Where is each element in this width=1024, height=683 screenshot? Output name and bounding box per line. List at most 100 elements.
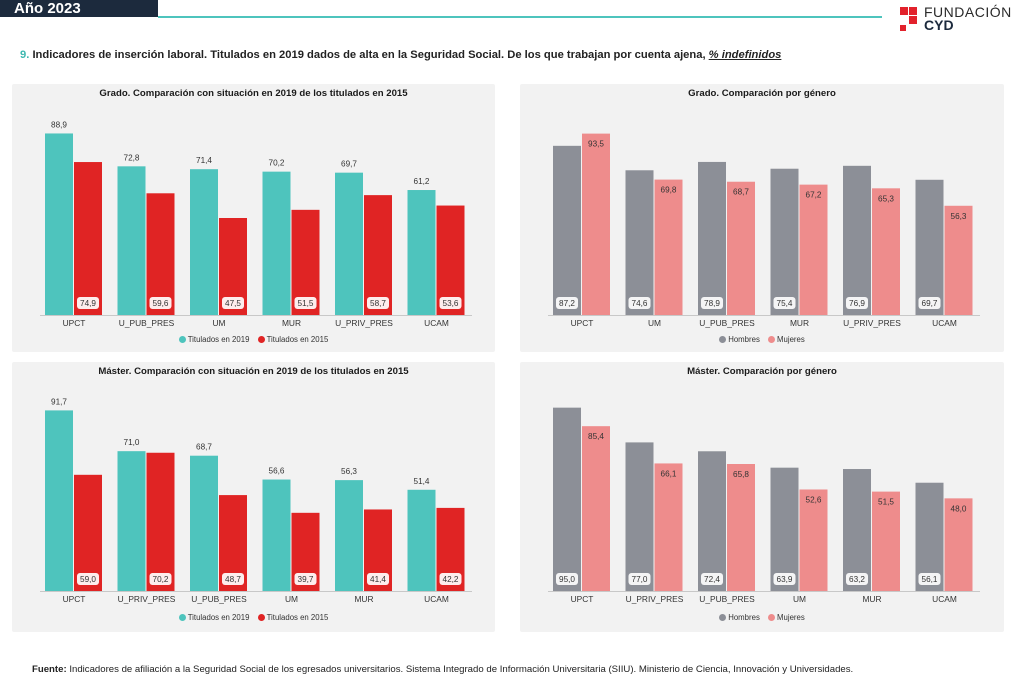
- legend-item-titulados-2015: Titulados en 2015: [257, 335, 328, 344]
- data-label-ucam-mujeres: 48,0: [951, 504, 967, 513]
- data-label-um-mujeres: 69,8: [661, 186, 677, 195]
- data-label-u-priv-pres-titulados-en-2019: 69,7: [341, 160, 357, 169]
- category-label-upct: UPCT: [63, 594, 86, 604]
- data-label-mur-titulados-en-2015: 51,5: [298, 299, 314, 308]
- bar-ucam-mujeres: [944, 498, 973, 591]
- data-label-upct-titulados-en-2019: 88,9: [51, 120, 67, 129]
- bar-chart-grado-2015: 88,9 74,9 UPCT 72,8 59,6 U_PUB_PRES 71,4 47,5 UM…: [40, 120, 472, 328]
- category-label-upct: UPCT: [571, 594, 594, 604]
- bar-ucam-hombres: [915, 482, 944, 591]
- category-label-um: UM: [793, 594, 806, 604]
- bar-ucam-titulados-en-2019: [407, 489, 436, 591]
- data-label-bg: [439, 573, 462, 585]
- data-label-mur-hombres: 63,2: [849, 575, 865, 584]
- category-label-u-priv-pres: U_PRIV_PRES: [843, 318, 901, 328]
- data-label-ucam-titulados-en-2015: 53,6: [443, 299, 459, 308]
- chart-panel-grado-comparacion-2015: Grado. Comparación con situación en 2019…: [12, 84, 495, 352]
- data-label-um-titulados-en-2019: 56,6: [269, 467, 285, 476]
- bar-um-mujeres: [654, 179, 683, 315]
- data-label-bg: [628, 297, 651, 309]
- bar-u-pub-pres-mujeres: [727, 464, 755, 591]
- source-label: Fuente:: [32, 664, 67, 675]
- data-label-upct-hombres: 95,0: [559, 575, 575, 584]
- source-text: Indicadores de afiliación a la Seguridad…: [66, 664, 854, 675]
- bar-mur-mujeres: [872, 491, 900, 591]
- category-label-um: UM: [648, 318, 661, 328]
- data-label-upct-mujeres: 93,5: [588, 140, 604, 149]
- category-label-um: UM: [285, 594, 298, 604]
- data-label-u-priv-pres-titulados-en-2015: 58,7: [370, 299, 386, 308]
- data-label-um-hombres: 74,6: [632, 299, 648, 308]
- data-label-bg: [222, 297, 244, 309]
- bar-u-pub-pres-titulados-en-2019: [190, 455, 218, 591]
- data-label-ucam-titulados-en-2019: 51,4: [414, 477, 430, 486]
- data-label-bg: [222, 573, 244, 585]
- bar-u-priv-pres-mujeres: [872, 188, 900, 315]
- bar-chart-master-2015: 91,7 59,0 UPCT 71,0 70,2 U_PRIV_PRES 68,7 48,7 U…: [40, 397, 472, 604]
- data-label-bg: [918, 297, 941, 309]
- section-heading-text: Indicadores de inserción laboral. Titula…: [29, 49, 709, 61]
- data-label-ucam-hombres: 69,7: [922, 299, 938, 308]
- data-label-um-hombres: 63,9: [777, 575, 793, 584]
- bar-ucam-titulados-en-2019: [407, 190, 436, 315]
- data-label-upct-titulados-en-2019: 91,7: [51, 397, 67, 406]
- bar-mur-hombres: [770, 168, 799, 315]
- bar-u-priv-pres-titulados-en-2015: [146, 452, 175, 591]
- data-label-ucam-hombres: 56,1: [922, 575, 938, 584]
- data-label-u-pub-pres-titulados-en-2019: 72,8: [124, 153, 140, 162]
- bar-u-priv-pres-titulados-en-2019: [335, 172, 363, 315]
- chart-title: Grado. Comparación con situación en 2019…: [99, 88, 408, 99]
- bar-u-pub-pres-hombres: [698, 451, 726, 591]
- bar-upct-titulados-en-2019: [45, 410, 73, 591]
- legend-item-titulados-2015: Titulados en 2015: [257, 613, 328, 622]
- bar-um-titulados-en-2019: [262, 479, 291, 591]
- data-label-upct-titulados-en-2015: 74,9: [80, 299, 96, 308]
- fundacion-cyd-logo: FUNDACIÓN CYD: [898, 4, 1024, 33]
- bar-u-pub-pres-mujeres: [727, 181, 755, 315]
- chart-title: Grado. Comparación por género: [688, 88, 836, 99]
- data-label-bg: [846, 297, 868, 309]
- data-label-u-pub-pres-hombres: 78,9: [704, 299, 720, 308]
- data-label-ucam-titulados-en-2019: 61,2: [414, 177, 430, 186]
- legend-item-hombres: Hombres: [719, 335, 760, 344]
- category-label-u-priv-pres: U_PRIV_PRES: [626, 594, 684, 604]
- data-label-u-pub-pres-hombres: 72,4: [704, 575, 720, 584]
- bar-ucam-titulados-en-2015: [436, 205, 465, 315]
- category-label-ucam: UCAM: [932, 318, 957, 328]
- category-label-u-priv-pres: U_PRIV_PRES: [335, 318, 393, 328]
- chart-legend: Titulados en 2019 Titulados en 2015: [12, 335, 495, 344]
- bar-upct-hombres: [553, 145, 581, 315]
- bar-ucam-hombres: [915, 179, 944, 315]
- category-label-um: UM: [212, 318, 225, 328]
- data-label-bg: [77, 573, 99, 585]
- bar-u-priv-pres-mujeres: [654, 463, 683, 591]
- category-label-u-pub-pres: U_PUB_PRES: [699, 594, 755, 604]
- bar-chart-grado-genero: 87,2 93,5 UPCT 74,6 69,8 UM 78,9 68,7 U_PUB_PRES…: [548, 133, 980, 328]
- chart-panel-grado-genero: Grado. Comparación por género 87,2 93,5 UP…: [520, 84, 1004, 352]
- data-label-bg: [367, 573, 389, 585]
- chart-legend: Titulados en 2019 Titulados en 2015: [12, 613, 495, 622]
- legend-item-mujeres: Mujeres: [768, 335, 805, 344]
- data-label-bg: [367, 297, 389, 309]
- data-label-mur-titulados-en-2015: 41,4: [370, 575, 386, 584]
- data-label-u-pub-pres-titulados-en-2015: 48,7: [225, 575, 241, 584]
- category-label-u-pub-pres: U_PUB_PRES: [699, 318, 755, 328]
- chart-legend: Hombres Mujeres: [520, 335, 1004, 344]
- bar-mur-titulados-en-2019: [262, 171, 291, 315]
- data-label-bg: [556, 297, 578, 309]
- category-label-ucam: UCAM: [424, 594, 449, 604]
- category-label-u-pub-pres: U_PUB_PRES: [191, 594, 247, 604]
- bar-um-hombres: [770, 467, 799, 591]
- category-label-ucam: UCAM: [932, 594, 957, 604]
- section-heading: 9. Indicadores de inserción laboral. Tit…: [20, 49, 781, 61]
- bar-u-pub-pres-titulados-en-2019: [117, 166, 146, 315]
- bar-mur-titulados-en-2019: [335, 480, 363, 591]
- source-note: Fuente: Indicadores de afiliación a la S…: [32, 664, 853, 675]
- bar-mur-hombres: [843, 469, 871, 591]
- data-label-bg: [149, 573, 172, 585]
- data-label-ucam-titulados-en-2015: 42,2: [443, 575, 459, 584]
- data-label-um-titulados-en-2015: 39,7: [298, 575, 314, 584]
- chart-panel-master-comparacion-2015: Máster. Comparación con situación en 201…: [12, 362, 495, 632]
- legend-item-titulados-2019: Titulados en 2019: [178, 613, 249, 622]
- legend-item-titulados-2019: Titulados en 2019: [178, 335, 249, 344]
